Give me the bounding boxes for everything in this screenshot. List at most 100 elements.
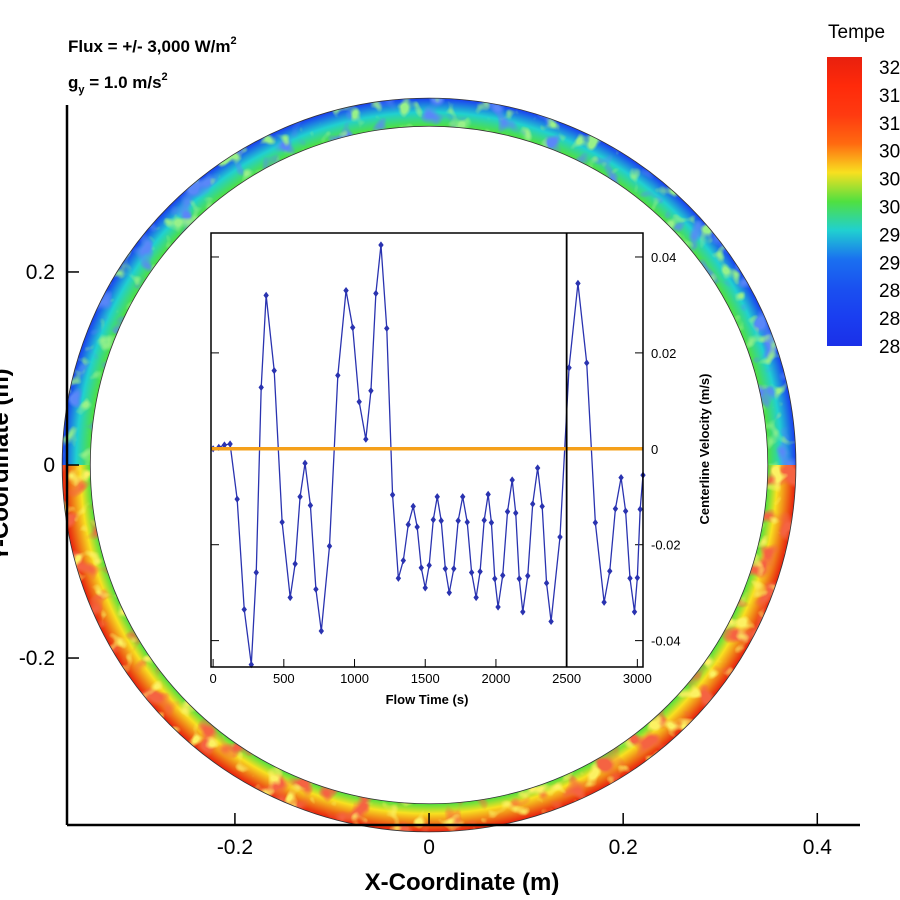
- series-marker: [451, 565, 457, 573]
- series-marker: [530, 500, 536, 508]
- inset-y-tick-label: -0.04: [651, 634, 681, 649]
- series-marker: [607, 567, 613, 575]
- series-marker: [442, 565, 449, 573]
- annotation: gy = 1.0 m/s2: [68, 71, 168, 96]
- series-marker: [488, 519, 495, 527]
- series-marker: [509, 476, 515, 484]
- series-marker: [495, 603, 501, 611]
- series-marker: [627, 574, 633, 582]
- series-marker: [575, 279, 581, 287]
- series-marker: [313, 585, 319, 593]
- colorbar-label: 28: [879, 337, 900, 358]
- series-marker: [584, 359, 590, 367]
- series-line: [212, 244, 644, 665]
- annotation-superscript: 2: [231, 35, 237, 47]
- series-marker: [492, 575, 498, 583]
- inset-y-axis-label: Centerline Velocity (m/s): [697, 374, 712, 525]
- series-marker: [389, 491, 396, 499]
- series-marker: [248, 661, 255, 669]
- ring-edge: [89, 125, 769, 805]
- inset-x-tick-label: 1500: [411, 671, 440, 686]
- y-tick-label: 0: [43, 454, 55, 477]
- inset-x-tick-label: 2500: [552, 671, 581, 686]
- series-marker: [516, 575, 522, 583]
- x-tick-label: 0.2: [609, 836, 638, 859]
- inset-y-tick-label: 0.02: [651, 346, 676, 361]
- series-marker: [504, 508, 511, 516]
- inset-x-axis-label: Flow Time (s): [386, 692, 469, 707]
- series-marker: [292, 560, 298, 568]
- series-marker: [438, 517, 444, 525]
- series-marker: [601, 598, 607, 606]
- series-marker: [622, 507, 629, 515]
- ring-edge: [61, 97, 797, 833]
- inset-x-tick-label: 0: [210, 671, 217, 686]
- x-tick-label: -0.2: [217, 836, 253, 859]
- series-marker: [612, 505, 619, 513]
- series-marker: [460, 493, 466, 501]
- x-axis-label: X-Coordinate (m): [365, 869, 560, 896]
- series-marker: [287, 593, 293, 602]
- series-marker: [631, 608, 638, 616]
- series-marker: [343, 286, 349, 295]
- series-marker: [500, 571, 506, 580]
- series-marker: [418, 564, 424, 572]
- series-marker: [318, 627, 324, 635]
- series-marker: [557, 533, 563, 541]
- series-marker: [400, 556, 407, 565]
- series-marker: [548, 617, 554, 626]
- series-marker: [258, 383, 264, 392]
- series-marker: [520, 608, 526, 616]
- annotation-text: g: [68, 73, 78, 92]
- series-marker: [349, 323, 356, 332]
- series-marker: [302, 459, 308, 467]
- colorbar-label: 29: [879, 253, 900, 274]
- series-marker: [455, 517, 461, 525]
- annotation-text: = 1.0 m/s: [85, 73, 162, 92]
- colorbar-label: 32: [879, 58, 900, 79]
- series-marker: [253, 568, 259, 577]
- inset-x-tick-label: 3000: [623, 671, 652, 686]
- series-marker: [363, 435, 369, 443]
- series-marker: [356, 398, 362, 406]
- series-marker: [263, 291, 269, 299]
- colorbar-label: 28: [879, 281, 900, 302]
- colorbar-title: Tempe: [828, 22, 885, 43]
- series-marker: [566, 364, 572, 372]
- inset-x-tick-label: 500: [273, 671, 295, 686]
- series-marker: [373, 289, 379, 298]
- series-marker: [335, 371, 341, 380]
- colorbar-label: 31: [879, 114, 900, 135]
- inset-y-tick-label: 0: [651, 442, 658, 457]
- series-marker: [513, 509, 519, 517]
- series-marker: [592, 519, 599, 527]
- series-marker: [410, 502, 416, 510]
- annotation-superscript: 2: [162, 71, 168, 83]
- series-marker: [384, 324, 390, 333]
- colorbar-label: 30: [879, 170, 900, 191]
- series-marker: [446, 589, 452, 597]
- series-marker: [477, 567, 483, 576]
- y-tick-label: 0.2: [26, 261, 55, 284]
- series-marker: [473, 593, 479, 602]
- inset-x-tick-label: 2000: [481, 671, 510, 686]
- series-marker: [414, 523, 420, 531]
- series-marker: [525, 572, 531, 580]
- series-marker: [234, 495, 240, 503]
- series-marker: [485, 490, 491, 498]
- series-marker: [307, 501, 314, 509]
- x-tick-label: 0: [423, 836, 435, 859]
- series-marker: [422, 584, 428, 592]
- series-marker: [326, 542, 333, 550]
- inset-y-tick-label: 0.04: [651, 250, 676, 265]
- colorbar: [827, 57, 862, 346]
- series-marker: [405, 520, 411, 529]
- series-marker: [378, 241, 384, 249]
- colorbar-label: 30: [879, 142, 900, 163]
- series-marker: [534, 464, 541, 472]
- y-axis-label: Y-Coordinate (m): [0, 368, 14, 561]
- series-marker: [368, 387, 374, 395]
- series-marker: [464, 518, 470, 526]
- colorbar-label: 29: [879, 225, 900, 246]
